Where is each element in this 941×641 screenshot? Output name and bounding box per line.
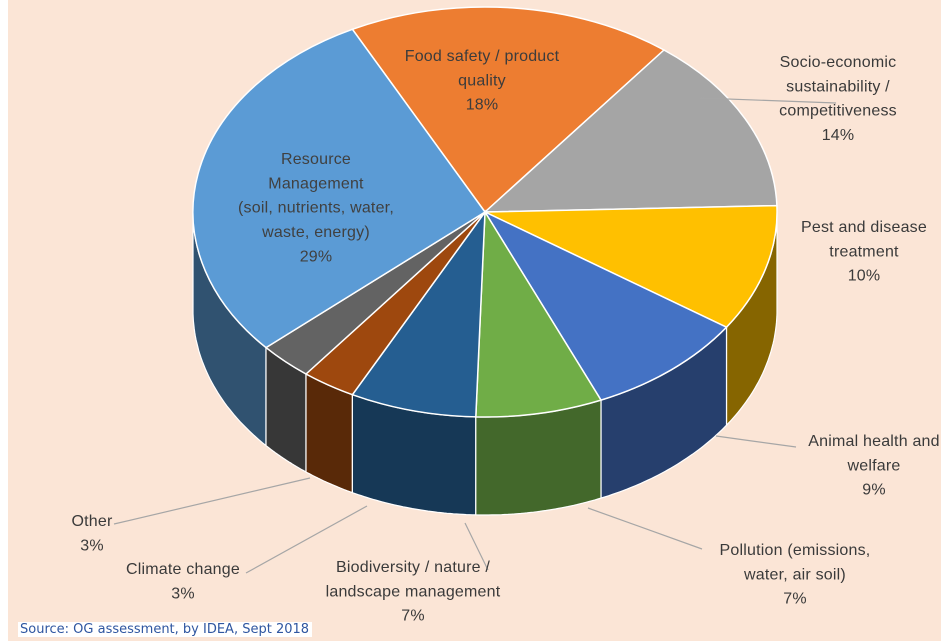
pie-slice [192,28,487,349]
slice-label-line: welfare [847,457,901,474]
slice-label-line: waste, energy) [261,224,370,241]
slice-percent: 14% [822,127,855,144]
slice-percent: 18% [466,97,499,114]
slice-label-line: Resource [281,151,351,168]
slice-label-line: Pest and disease [801,219,927,236]
leader-line [699,97,837,104]
leader-line [245,505,368,574]
leader-line [464,522,489,571]
pie-slice [483,49,778,213]
slice-percent: 3% [80,537,104,554]
slice-label-line: competitiveness [779,103,897,120]
slice-label-line: Pollution (emissions, [720,542,871,559]
pie-slice [483,210,728,401]
slice-label-line: quality [458,72,506,89]
pie-slice [475,209,603,418]
slice-label: Food safety / product quality 18% [405,48,560,114]
slice-label: Other 3% [71,513,112,554]
slice-label-line: Management [268,175,364,192]
leader-line [715,435,797,448]
pie-side-walls [192,212,778,516]
pie-slice [351,209,486,418]
slice-percent: 29% [300,248,333,265]
slice-label: Pest and disease treatment 10% [801,219,927,285]
slice-percent: 10% [848,268,881,285]
pie-slice [484,204,778,329]
leader-line [587,507,703,550]
slice-percent: 7% [783,591,807,608]
slice-label: Resource Management (soil, nutrients, wate… [238,151,394,265]
slice-label: Animal health and welfare 9% [808,433,940,499]
slice-label-line: sustainability / [786,78,890,95]
slice-label: Biodiversity / nature / landscape managem… [326,559,501,625]
pie-slice [351,6,666,214]
slice-percent: 9% [862,482,886,499]
slice-label: Pollution (emissions, water, air soil) 7% [720,542,871,608]
slice-labels: Food safety / product quality 18% Socio-eco… [71,48,939,625]
slice-label-line: Socio-economic [780,54,897,71]
source-note: Source: OG assessment, by IDEA, Sept 201… [18,622,313,637]
slice-label-line: (soil, nutrients, water, [238,200,394,217]
slice-label: Climate change 3% [126,561,240,602]
pie-top-slices [192,6,778,418]
slice-percent: 7% [401,608,425,625]
slice-label-line: Animal health and [808,433,940,450]
slice-label-line: Climate change [126,561,240,578]
slice-percent: 3% [171,585,195,602]
leader-line [113,477,311,525]
label-leader-lines [113,97,837,574]
slice-label-line: treatment [829,243,899,260]
slice-label-line: water, air soil) [743,566,846,583]
slice-label-line: landscape management [326,583,501,600]
slice-label-line: Other [71,513,112,530]
slice-label-line: Food safety / product [405,48,560,65]
slice-label: Socio-economic sustainability / competitiv… [779,54,897,144]
slice-label-line: Biodiversity / nature / [336,559,490,576]
